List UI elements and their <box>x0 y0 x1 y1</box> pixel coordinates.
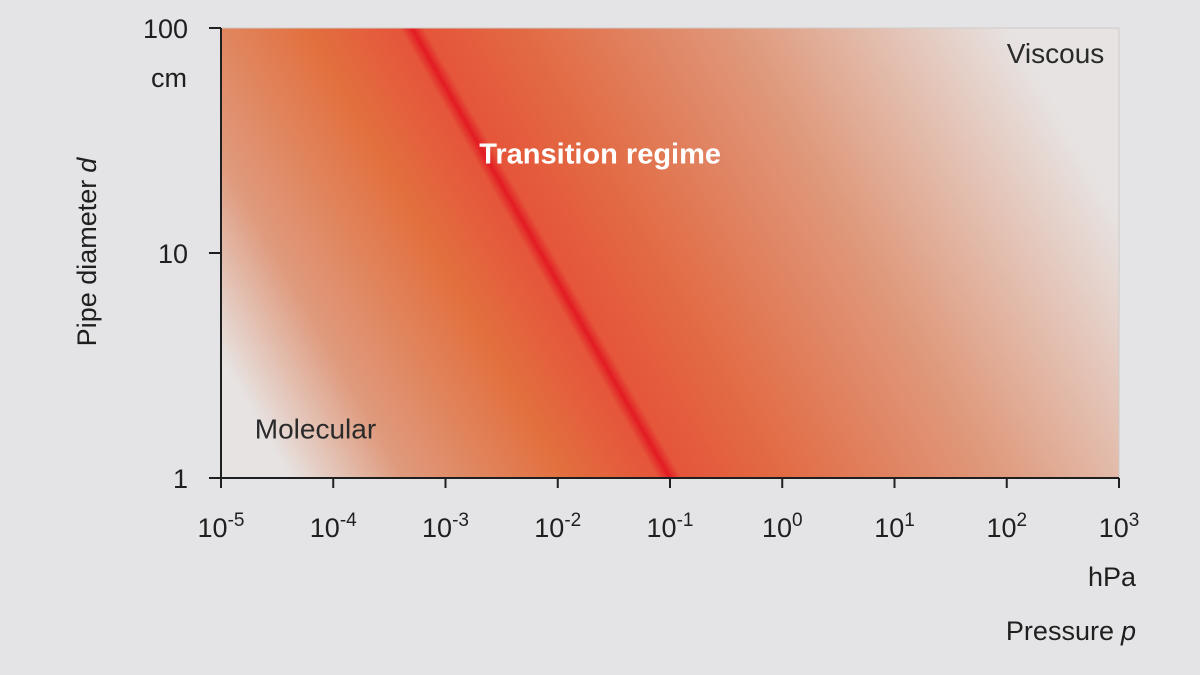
x-tick-label: 10-2 <box>534 510 581 543</box>
x-tick-base: 10 <box>874 513 904 543</box>
x-tick-base: 10 <box>534 513 564 543</box>
y-axis-title-text: Pipe diameter <box>72 180 102 347</box>
x-tick-base: 10 <box>198 513 228 543</box>
region-label-molecular: Molecular <box>255 413 376 444</box>
x-axis-ticks: 10-5 10-4 10-3 10-2 10-1 100 101 102 103 <box>198 478 1140 543</box>
x-tick-label: 10-1 <box>647 510 694 543</box>
x-tick-base: 10 <box>647 513 677 543</box>
y-axis-title: Pipe diameter d <box>72 157 102 347</box>
x-axis-title: Pressure p <box>1006 616 1136 646</box>
x-axis-title-text: Pressure <box>1006 616 1114 646</box>
x-tick-base: 10 <box>1099 513 1129 543</box>
x-tick-base: 10 <box>762 513 792 543</box>
y-tick-label: 1 <box>173 464 188 494</box>
y-axis-symbol: d <box>72 157 102 173</box>
x-tick-label: 101 <box>874 510 915 543</box>
x-tick-exponent: -3 <box>452 510 469 531</box>
x-tick-base: 10 <box>310 513 340 543</box>
x-tick-exponent: 3 <box>1129 510 1140 531</box>
x-tick-base: 10 <box>422 513 452 543</box>
x-tick-label: 100 <box>762 510 803 543</box>
x-tick-exponent: -5 <box>228 510 245 531</box>
x-tick-label: 102 <box>986 510 1027 543</box>
x-tick-exponent: -4 <box>340 510 357 531</box>
x-tick-exponent: 2 <box>1016 510 1027 531</box>
y-tick-label: 10 <box>158 239 188 269</box>
x-tick-exponent: -1 <box>677 510 694 531</box>
y-axis-unit: cm <box>151 63 187 93</box>
y-axis-ticks: 1 10 100 <box>143 14 221 494</box>
region-label-transition-regime: Transition regime <box>479 138 721 170</box>
x-axis-symbol: p <box>1120 616 1136 646</box>
x-tick-label: 103 <box>1099 510 1140 543</box>
y-tick-label: 100 <box>143 14 188 44</box>
x-tick-label: 10-5 <box>198 510 245 543</box>
x-tick-base: 10 <box>986 513 1016 543</box>
x-tick-label: 10-4 <box>310 510 357 543</box>
x-tick-exponent: 1 <box>904 510 915 531</box>
transition-regime-band <box>221 28 1119 478</box>
x-axis-unit: hPa <box>1088 562 1137 592</box>
x-tick-label: 10-3 <box>422 510 469 543</box>
x-tick-exponent: -2 <box>564 510 581 531</box>
x-tick-exponent: 0 <box>792 510 803 531</box>
region-label-viscous: Viscous <box>1007 38 1105 69</box>
